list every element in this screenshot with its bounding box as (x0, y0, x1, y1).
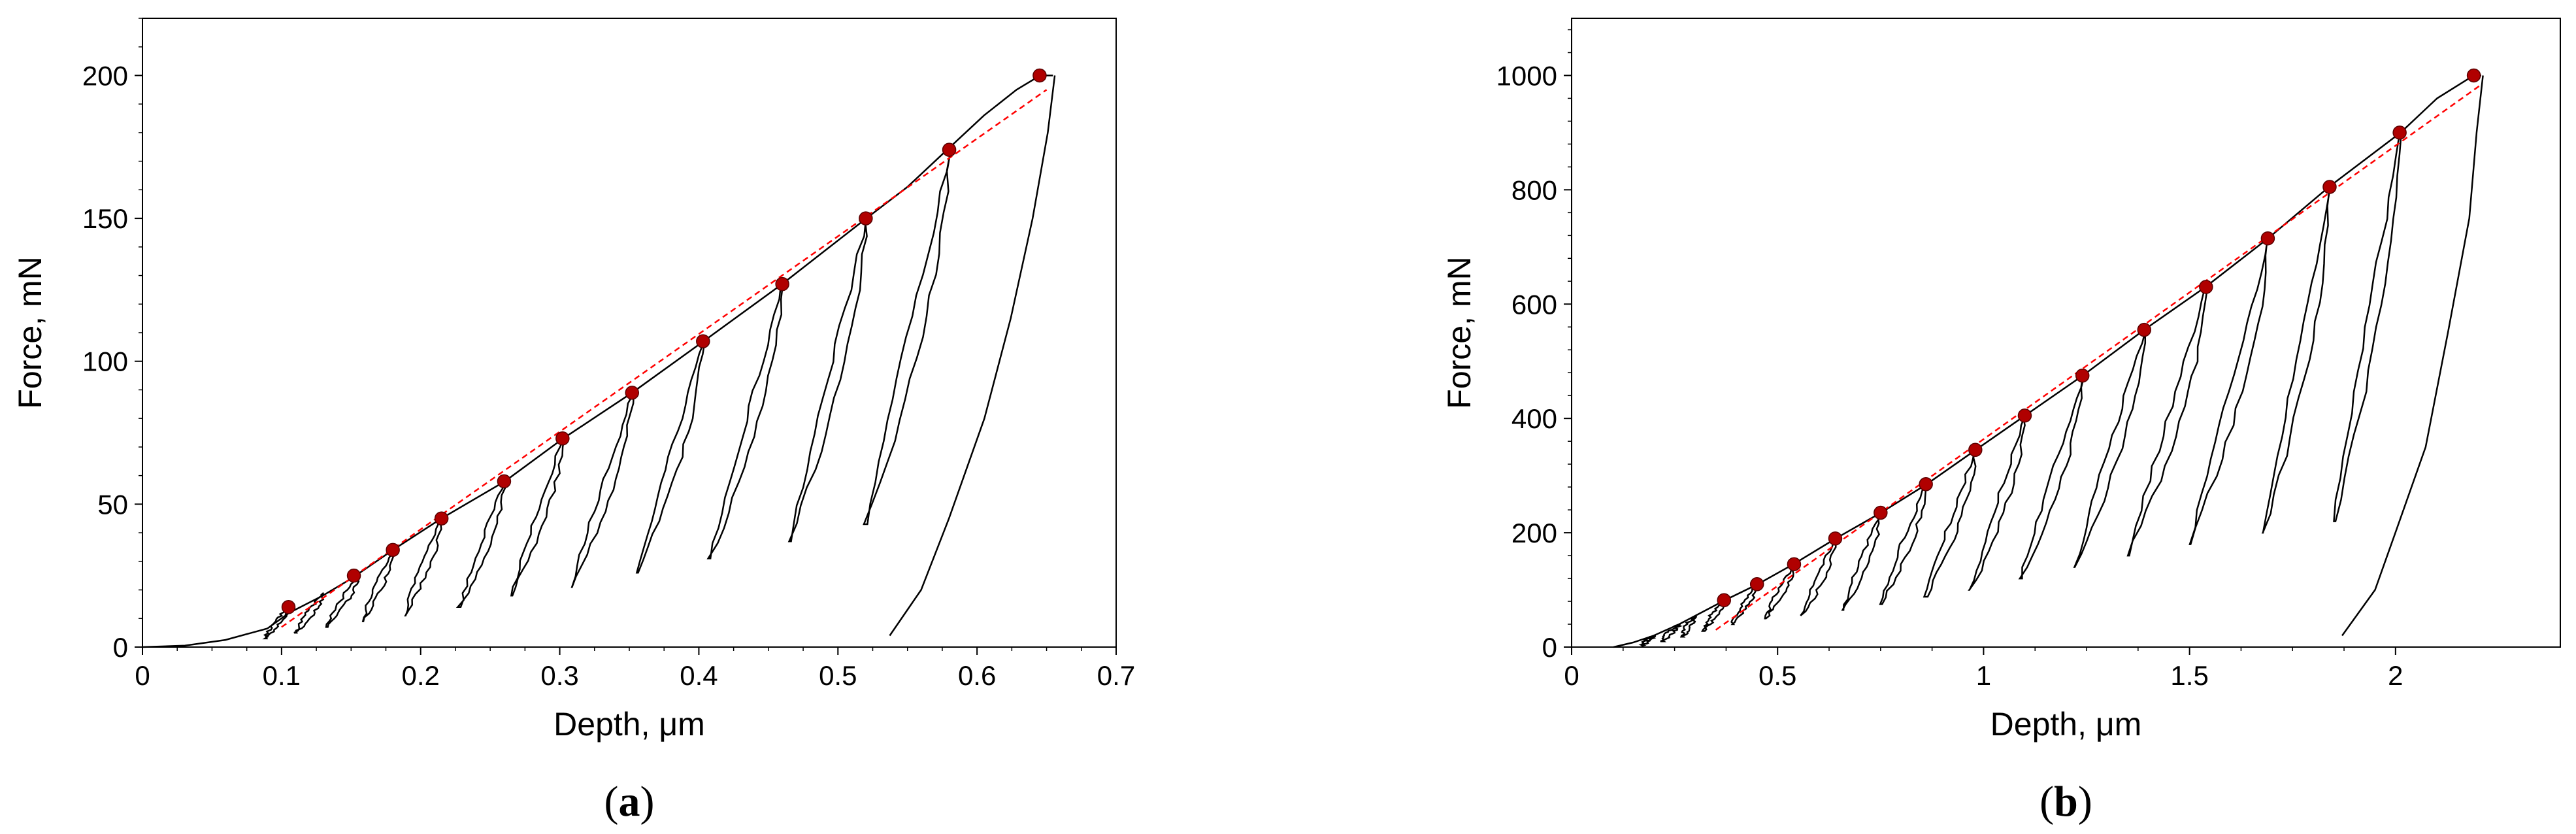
data-point (859, 211, 873, 225)
x-tick-label: 0 (135, 660, 150, 691)
data-point (497, 474, 512, 489)
y-axis-title: Force, mN (1441, 256, 1478, 409)
x-tick-label: 0.7 (1097, 660, 1135, 691)
data-point (1032, 68, 1047, 83)
data-point (1749, 577, 1764, 592)
x-tick-label: 1.5 (2170, 660, 2208, 691)
final-unload-curve (889, 75, 1056, 637)
unload-reload-loop (455, 481, 506, 609)
y-tick-label: 0 (1542, 632, 1557, 663)
data-point (434, 511, 449, 525)
x-tick-label: 0.1 (263, 660, 301, 691)
panel-label: (a) (604, 778, 655, 826)
data-point (386, 542, 400, 558)
unload-reload-loop (1701, 599, 1726, 632)
fit-line (1715, 83, 2483, 631)
unload-reload-loop (2188, 238, 2269, 545)
data-point (2199, 280, 2213, 294)
y-tick-label: 50 (97, 489, 128, 520)
x-tick-label: 0 (1564, 660, 1579, 691)
chart-panel-a: 0 0.1 0.2 0.3 0.4 0.5 0.6 0.7 0 50 100 150 200 Depth,… (12, 18, 1135, 826)
x-tick-label: 2 (2388, 660, 2403, 691)
unload-reload-loop (2333, 132, 2402, 522)
unload-reload-loop (2126, 286, 2209, 557)
unload-reload-loop (787, 218, 868, 542)
unload-reload-loop (1660, 623, 1683, 642)
data-point (2075, 368, 2090, 383)
unload-reload-loop (2073, 329, 2147, 568)
final-unload-curve (2341, 75, 2484, 637)
data-point (942, 142, 957, 157)
fit-line (281, 89, 1048, 628)
y-axis-title: Force, mN (12, 256, 48, 409)
x-tick-label: 1 (1976, 660, 1991, 691)
unload-reload-loop (1879, 484, 1929, 605)
data-point (2466, 68, 2481, 83)
chart-panel-b: 0 0.5 1 1.5 2 0 200 400 600 800 1000 Depth, μm Force… (1441, 18, 2561, 826)
unload-reload-loop (863, 149, 952, 525)
unload-reload-loop (635, 341, 706, 574)
x-tick-label: 0.3 (540, 660, 578, 691)
x-tick-label: 0.2 (402, 660, 440, 691)
x-axis-title: Depth, μm (1990, 706, 2142, 742)
y-tick-label: 200 (82, 60, 128, 91)
data-point (555, 431, 570, 446)
data-point (2137, 322, 2152, 337)
y-tick-label: 1000 (1496, 60, 1557, 91)
y-tick-label: 0 (113, 632, 128, 663)
data-point (2392, 125, 2407, 140)
unload-reload-loop (325, 575, 360, 628)
unload-reload-loop (262, 606, 291, 640)
data-point (1874, 505, 1888, 520)
x-axis-title: Depth, μm (553, 706, 705, 742)
unload-reload-loop (293, 592, 325, 634)
y-tick-label: 150 (82, 203, 128, 234)
data-point (1787, 557, 1802, 571)
data-point (346, 568, 361, 583)
unload-reload-loop (1730, 584, 1759, 626)
unload-reload-loop (1923, 450, 1977, 598)
x-tick-label: 0.4 (680, 660, 718, 691)
data-point (2017, 409, 2032, 423)
y-tick-label: 100 (82, 346, 128, 377)
unload-reload-loop (1841, 512, 1883, 611)
y-tick-label: 400 (1511, 403, 1557, 434)
loading-curve (1613, 75, 2481, 648)
unload-reload-loop (2261, 186, 2332, 534)
unload-reload-loop (2018, 375, 2085, 580)
unload-reload-loop (404, 518, 444, 617)
unload-reload-loop (706, 284, 784, 559)
plot-frame (142, 18, 1117, 648)
data-point (775, 276, 789, 292)
x-tick-label: 0.5 (1759, 660, 1796, 691)
y-tick-label: 200 (1511, 518, 1557, 548)
data-point (1968, 442, 1983, 458)
x-tick-label: 0.5 (819, 660, 857, 691)
y-tick-label: 800 (1511, 175, 1557, 205)
y-tick-label: 600 (1511, 289, 1557, 320)
data-point (696, 334, 710, 348)
data-point (281, 600, 296, 614)
data-point (625, 386, 640, 400)
data-point (1828, 531, 1843, 546)
unload-reload-loop (510, 438, 565, 597)
unload-reload-loop (1679, 614, 1698, 638)
data-point (2260, 231, 2275, 246)
plot-frame (1571, 18, 2561, 648)
unload-reload-loop (1800, 538, 1838, 616)
x-tick-label: 0.6 (958, 660, 996, 691)
unload-reload-loop (361, 549, 395, 622)
unload-reload-loop (570, 392, 635, 588)
data-point (2322, 180, 2337, 194)
panel-label: (b) (2039, 778, 2092, 826)
data-point (1919, 477, 1933, 492)
unload-reload-loop (1968, 415, 2026, 591)
data-point (1717, 593, 1732, 608)
